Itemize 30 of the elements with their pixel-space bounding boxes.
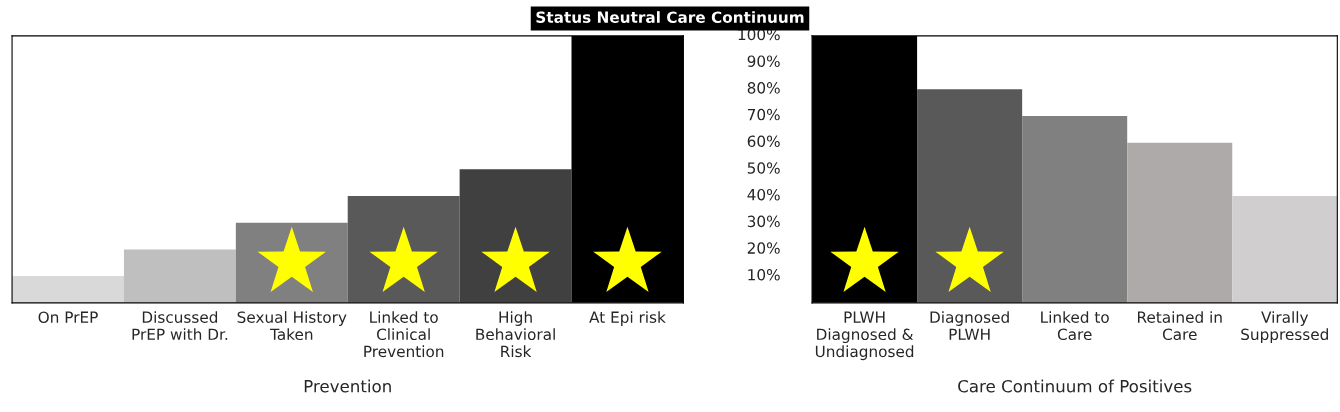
x-tick-label: Discussed PrEP with Dr. <box>132 311 228 340</box>
x-tick-label: High Behavioral Risk <box>476 311 555 358</box>
bar <box>1232 196 1338 303</box>
x-tick-label: Linked to Clinical Prevention <box>364 311 444 358</box>
y-tick-label: 40% <box>747 188 780 201</box>
x-tick-label: Linked to Care <box>1041 311 1109 341</box>
x-tick-label: Virally Suppressed <box>1241 311 1328 344</box>
bar <box>1127 142 1233 303</box>
x-tick-label: PLWH Diagnosed & Undiagnosed <box>815 311 914 361</box>
y-tick-label: 60% <box>747 135 780 148</box>
x-tick-label: At Epi risk <box>589 311 666 326</box>
bar <box>459 169 572 303</box>
y-tick-label: 10% <box>748 269 780 281</box>
x-tick-label: Sexual History Taken <box>237 311 347 341</box>
y-tick-label: 90% <box>747 55 780 67</box>
y-tick-label: 80% <box>747 82 780 94</box>
x-axis-title: Prevention <box>304 379 391 393</box>
x-tick-label: Diagnosed PLWH <box>930 311 1009 340</box>
y-tick-label: 50% <box>747 162 780 174</box>
x-tick-label: Retained in Care <box>1137 311 1222 341</box>
bar <box>12 276 124 303</box>
x-axis-title: Care Continuum of Positives <box>958 379 1192 393</box>
x-tick-label: On PrEP <box>38 311 98 323</box>
y-tick-label: 70% <box>747 108 780 121</box>
y-tick-label: 30% <box>747 215 780 228</box>
bar <box>1022 115 1128 303</box>
y-tick-label: 20% <box>747 242 780 254</box>
bar <box>123 249 236 303</box>
bar <box>917 89 1023 303</box>
chart-title: Status Neutral Care Continuum <box>536 11 804 23</box>
